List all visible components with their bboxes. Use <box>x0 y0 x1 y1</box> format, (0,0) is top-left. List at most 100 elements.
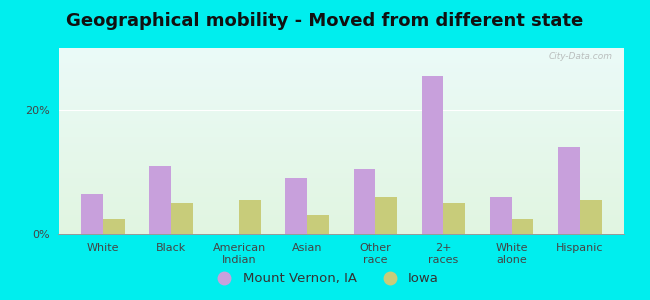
Bar <box>58 89 624 91</box>
Bar <box>58 199 624 200</box>
Bar <box>58 193 624 195</box>
Bar <box>58 221 624 223</box>
Bar <box>58 223 624 225</box>
Bar <box>58 197 624 199</box>
Bar <box>58 230 624 232</box>
Bar <box>58 56 624 57</box>
Bar <box>58 93 624 94</box>
Bar <box>58 124 624 126</box>
Bar <box>58 139 624 141</box>
Bar <box>58 110 624 111</box>
Bar <box>58 215 624 217</box>
Bar <box>171 203 192 234</box>
Bar <box>58 87 624 89</box>
Bar <box>354 169 375 234</box>
Bar <box>58 117 624 119</box>
Bar <box>58 132 624 134</box>
Bar <box>58 106 624 107</box>
Bar <box>58 145 624 147</box>
Bar <box>58 104 624 106</box>
Bar <box>490 197 512 234</box>
Bar <box>58 85 624 87</box>
Bar <box>58 147 624 148</box>
Bar <box>58 83 624 85</box>
Bar <box>58 158 624 160</box>
Bar <box>58 78 624 80</box>
Bar <box>58 68 624 70</box>
Bar <box>58 80 624 82</box>
Bar <box>58 182 624 184</box>
Bar <box>58 122 624 124</box>
Bar <box>58 232 624 234</box>
Bar <box>239 200 261 234</box>
Bar <box>58 50 624 52</box>
Bar <box>58 76 624 78</box>
Bar <box>58 91 624 93</box>
Text: City-Data.com: City-Data.com <box>549 52 613 61</box>
Bar <box>512 218 534 234</box>
Bar <box>58 126 624 128</box>
Bar <box>58 115 624 117</box>
Bar <box>58 100 624 102</box>
Bar <box>580 200 601 234</box>
Bar <box>58 141 624 143</box>
Bar <box>58 57 624 59</box>
Bar <box>58 175 624 176</box>
Bar <box>58 163 624 165</box>
Bar <box>58 225 624 226</box>
Bar <box>58 169 624 171</box>
Bar <box>58 206 624 208</box>
Bar <box>58 128 624 130</box>
Bar <box>58 111 624 113</box>
Bar <box>58 107 624 110</box>
Bar <box>58 48 624 50</box>
Legend: Mount Vernon, IA, Iowa: Mount Vernon, IA, Iowa <box>205 267 445 290</box>
Bar <box>58 102 624 104</box>
Bar <box>558 147 580 234</box>
Bar <box>58 165 624 167</box>
Bar <box>58 188 624 189</box>
Bar <box>58 210 624 212</box>
Bar <box>58 96 624 98</box>
Bar <box>58 184 624 186</box>
Bar <box>58 160 624 161</box>
Bar <box>58 212 624 214</box>
Bar <box>58 171 624 172</box>
Bar <box>58 59 624 61</box>
Bar <box>58 200 624 202</box>
Bar <box>58 228 624 230</box>
Bar <box>103 218 125 234</box>
Bar <box>58 113 624 115</box>
Bar <box>307 215 329 234</box>
Bar <box>58 180 624 182</box>
Bar <box>443 203 465 234</box>
Bar <box>58 150 624 152</box>
Bar <box>149 166 171 234</box>
Bar <box>58 154 624 156</box>
Bar <box>58 191 624 193</box>
Bar <box>285 178 307 234</box>
Bar <box>58 195 624 197</box>
Bar <box>375 197 397 234</box>
Bar <box>58 208 624 210</box>
Bar <box>58 204 624 206</box>
Bar <box>58 172 624 175</box>
Bar <box>58 63 624 65</box>
Bar <box>58 202 624 204</box>
Bar <box>58 52 624 54</box>
Bar <box>58 186 624 188</box>
Bar <box>58 134 624 135</box>
Bar <box>58 143 624 145</box>
Bar <box>58 72 624 74</box>
Bar <box>58 214 624 215</box>
Bar <box>58 130 624 132</box>
Bar <box>58 135 624 137</box>
Bar <box>58 119 624 121</box>
Bar <box>81 194 103 234</box>
Bar <box>58 189 624 191</box>
Bar <box>58 161 624 163</box>
Bar <box>58 98 624 100</box>
Bar <box>58 67 624 68</box>
Bar <box>422 76 443 234</box>
Bar <box>58 137 624 139</box>
